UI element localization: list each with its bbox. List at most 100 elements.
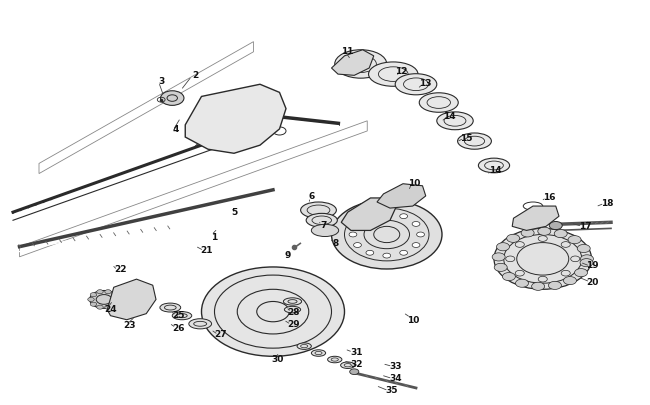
Text: 31: 31 [350,347,363,356]
Text: 19: 19 [586,261,599,270]
Ellipse shape [188,319,212,329]
Circle shape [90,291,118,309]
Ellipse shape [335,51,387,79]
Circle shape [105,290,111,294]
Text: 11: 11 [341,47,354,56]
Text: 26: 26 [172,323,185,332]
Circle shape [350,369,359,375]
Circle shape [114,298,120,302]
Circle shape [366,251,374,256]
Circle shape [549,222,562,230]
Circle shape [349,232,357,237]
Text: 34: 34 [389,373,402,382]
Text: 17: 17 [578,222,592,230]
Ellipse shape [297,343,311,350]
Polygon shape [185,85,286,154]
Text: 20: 20 [586,277,599,286]
Text: 6: 6 [309,192,315,201]
Text: 14: 14 [443,112,456,121]
Circle shape [568,236,581,244]
Circle shape [577,245,590,253]
Circle shape [202,267,344,356]
Circle shape [90,293,97,297]
Text: 23: 23 [124,320,136,329]
Ellipse shape [478,159,510,173]
Ellipse shape [395,75,437,96]
Text: 25: 25 [172,311,185,320]
Text: 18: 18 [601,198,614,207]
Polygon shape [332,51,374,76]
Text: 33: 33 [389,361,402,370]
Circle shape [161,92,184,106]
Text: 14: 14 [489,166,502,175]
Circle shape [549,281,562,290]
Polygon shape [341,198,396,231]
Text: 12: 12 [395,66,408,75]
Circle shape [532,283,545,291]
Text: 24: 24 [104,304,117,313]
Text: 7: 7 [320,220,327,229]
Circle shape [88,298,94,302]
Text: 9: 9 [285,251,291,260]
Text: 5: 5 [231,207,237,216]
Ellipse shape [285,307,300,313]
Circle shape [564,277,577,285]
Text: 1: 1 [211,232,218,241]
Circle shape [90,303,97,307]
Text: 29: 29 [287,320,300,328]
Ellipse shape [341,362,355,369]
Circle shape [554,230,567,238]
Circle shape [521,229,534,237]
Ellipse shape [369,63,418,87]
Polygon shape [512,207,559,231]
Circle shape [580,259,593,267]
Circle shape [111,303,118,307]
Ellipse shape [160,303,181,312]
Circle shape [400,251,408,256]
Ellipse shape [458,134,491,150]
Circle shape [111,293,118,297]
Text: 32: 32 [350,359,363,368]
Circle shape [400,214,408,219]
Circle shape [383,254,391,258]
Circle shape [515,279,528,288]
Circle shape [494,264,507,272]
Text: 27: 27 [214,330,227,339]
Text: 13: 13 [419,79,432,87]
Circle shape [417,232,424,237]
Text: 28: 28 [287,307,300,316]
Text: 21: 21 [200,246,213,255]
Text: 22: 22 [114,265,127,274]
Circle shape [354,243,361,248]
Circle shape [354,222,361,227]
Ellipse shape [300,202,337,219]
Circle shape [412,243,420,248]
Circle shape [497,243,510,251]
Text: 2: 2 [192,70,198,79]
Text: 8: 8 [333,239,339,247]
Circle shape [492,253,505,261]
Circle shape [412,222,420,227]
Text: 35: 35 [385,386,398,394]
Circle shape [366,214,374,219]
Circle shape [97,290,103,294]
Circle shape [575,269,588,277]
Text: 15: 15 [460,133,473,142]
Text: 3: 3 [158,77,164,85]
Circle shape [97,305,103,309]
Ellipse shape [311,350,326,356]
Circle shape [383,211,391,216]
Ellipse shape [437,113,473,130]
Polygon shape [107,279,156,320]
Text: 16: 16 [543,192,556,201]
Circle shape [494,229,592,290]
Ellipse shape [311,225,339,237]
Circle shape [332,200,442,269]
Circle shape [506,234,519,243]
Ellipse shape [172,312,192,320]
Text: 4: 4 [172,125,179,134]
Ellipse shape [283,298,302,305]
Circle shape [538,228,551,236]
Ellipse shape [419,94,458,113]
Ellipse shape [306,214,337,228]
